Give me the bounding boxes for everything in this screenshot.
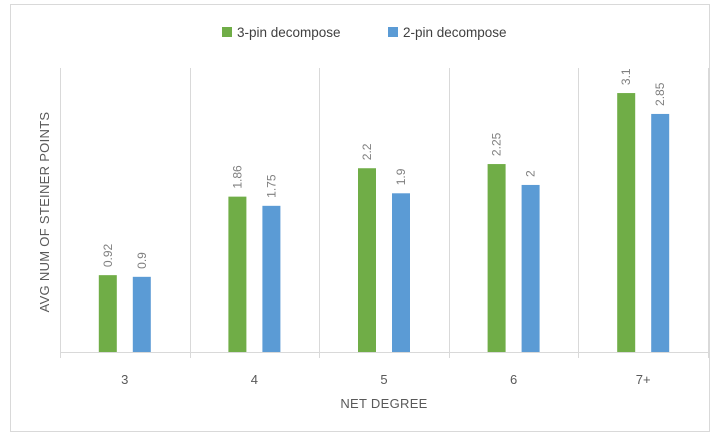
data-label-7+-series-1: 3.1 [619,68,633,85]
x-tick-label-5: 5 [380,372,387,387]
x-axis-title: NET DEGREE [340,396,427,411]
x-tick-labels: 3 4 5 6 7+ [121,372,650,387]
x-tick-label-7+: 7+ [636,372,651,387]
chart-frame [10,4,710,432]
data-label-5-series-2: 1.9 [394,168,408,185]
data-label-5-series-1: 2.2 [360,143,374,160]
data-label-3-series-2: 0.9 [135,252,149,269]
bar-5-series-1 [358,168,376,352]
data-label-4-series-1: 1.86 [230,165,244,189]
legend-label-2-pin-decompose: 2-pin decompose [403,25,507,40]
x-tick-label-6: 6 [510,372,517,387]
legend-swatch-3-pin-decompose [222,27,232,37]
data-label-6-series-2: 2 [524,170,538,177]
data-labels: 0.92 0.9 1.86 1.75 2.2 1.9 2.25 2 3.1 2.85 [101,68,667,269]
bar-6-series-1 [487,164,506,352]
data-label-6-series-1: 2.25 [490,132,504,156]
legend-label-3-pin-decompose: 3-pin decompose [237,25,341,40]
bar-4-series-1 [228,196,247,352]
data-label-7+-series-2: 2.85 [653,82,667,106]
bars [98,93,670,352]
legend-swatch-2-pin-decompose [388,27,398,37]
data-label-4-series-2: 1.75 [264,174,278,198]
category-gridlines [60,68,709,358]
bar-3-series-1 [98,275,117,352]
y-axis-title: AVG NUM OF STEINER POINTS [37,112,52,313]
x-tick-label-3: 3 [121,372,128,387]
bar-7+-series-2 [651,113,670,352]
legend: 3-pin decompose 2-pin decompose [222,25,507,40]
bar-7+-series-1 [617,93,636,352]
bar-5-series-2 [392,193,410,352]
x-tick-label-4: 4 [251,372,258,387]
data-label-3-series-1: 0.92 [101,243,115,267]
bar-6-series-2 [521,184,540,352]
bar-4-series-2 [262,205,281,352]
bar-3-series-2 [132,276,151,352]
